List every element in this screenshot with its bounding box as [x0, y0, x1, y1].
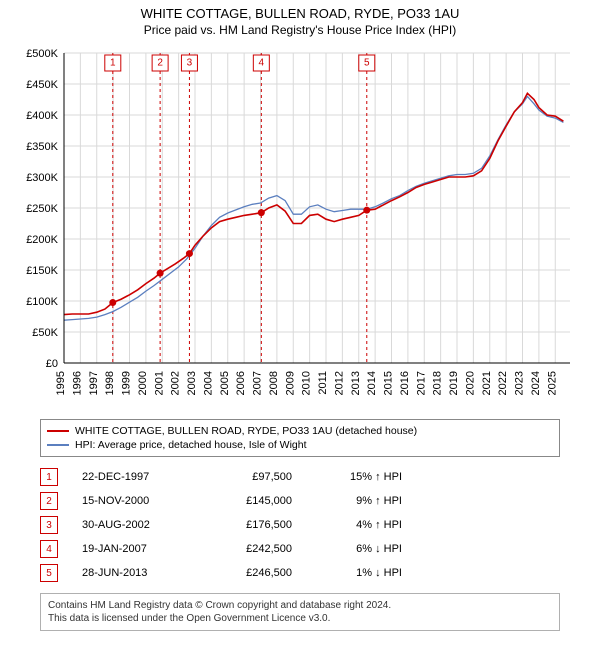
svg-text:£100K: £100K	[26, 296, 58, 308]
svg-text:£400K: £400K	[26, 110, 58, 122]
svg-text:£150K: £150K	[26, 265, 58, 277]
transaction-diff: 9% ↑ HPI	[292, 495, 402, 507]
transaction-row: 4 19-JAN-2007£242,5006% ↓ HPI	[40, 537, 560, 561]
footer-box: Contains HM Land Registry data © Crown c…	[40, 593, 560, 631]
transaction-price: £97,500	[202, 471, 292, 483]
transaction-number-badge: 1	[40, 468, 58, 486]
svg-text:2013: 2013	[350, 371, 362, 395]
svg-text:2021: 2021	[481, 371, 493, 395]
legend-label: WHITE COTTAGE, BULLEN ROAD, RYDE, PO33 1…	[75, 424, 417, 438]
transactions-table: 1 22-DEC-1997£97,50015% ↑ HPI 2 15-NOV-2000…	[40, 465, 560, 585]
svg-text:5: 5	[364, 58, 370, 69]
svg-text:1997: 1997	[88, 371, 100, 395]
svg-text:2018: 2018	[432, 371, 444, 395]
svg-text:£0: £0	[46, 358, 58, 370]
svg-text:2024: 2024	[530, 371, 542, 395]
svg-text:1999: 1999	[121, 371, 133, 395]
transaction-number-badge: 2	[40, 492, 58, 510]
transaction-row: 1 22-DEC-1997£97,50015% ↑ HPI	[40, 465, 560, 489]
svg-text:2023: 2023	[514, 371, 526, 395]
svg-text:2010: 2010	[301, 371, 313, 395]
chart-svg: £0 £50K £100K £150K £200K £250K £300K £350K £400…	[20, 43, 580, 413]
transaction-number-badge: 5	[40, 564, 58, 582]
footer-line2: This data is licensed under the Open Gov…	[48, 612, 552, 625]
svg-text:2000: 2000	[137, 371, 149, 395]
transaction-number-badge: 3	[40, 516, 58, 534]
svg-text:2008: 2008	[268, 371, 280, 395]
svg-text:2019: 2019	[448, 371, 460, 395]
svg-text:3: 3	[187, 58, 193, 69]
legend-item: HPI: Average price, detached house, Isle…	[47, 438, 553, 452]
chart: £0 £50K £100K £150K £200K £250K £300K £350K £400…	[20, 43, 580, 413]
svg-text:£300K: £300K	[26, 172, 58, 184]
transaction-diff: 4% ↑ HPI	[292, 519, 402, 531]
svg-text:2012: 2012	[333, 371, 345, 395]
legend-label: HPI: Average price, detached house, Isle…	[75, 438, 307, 452]
svg-text:2022: 2022	[497, 371, 509, 395]
transaction-row: 5 28-JUN-2013£246,5001% ↓ HPI	[40, 561, 560, 585]
transaction-date: 19-JAN-2007	[82, 543, 202, 555]
svg-text:1: 1	[110, 58, 116, 69]
transaction-price: £145,000	[202, 495, 292, 507]
svg-text:£450K: £450K	[26, 79, 58, 91]
svg-text:2014: 2014	[366, 371, 378, 395]
page: WHITE COTTAGE, BULLEN ROAD, RYDE, PO33 1…	[0, 0, 600, 650]
transaction-date: 22-DEC-1997	[82, 471, 202, 483]
svg-text:2009: 2009	[284, 371, 296, 395]
svg-text:1998: 1998	[104, 371, 116, 395]
legend: WHITE COTTAGE, BULLEN ROAD, RYDE, PO33 1…	[40, 419, 560, 457]
svg-text:£200K: £200K	[26, 234, 58, 246]
transaction-diff: 1% ↓ HPI	[292, 567, 402, 579]
svg-text:2003: 2003	[186, 371, 198, 395]
transaction-diff: 15% ↑ HPI	[292, 471, 402, 483]
svg-text:2015: 2015	[383, 371, 395, 395]
svg-text:2004: 2004	[202, 371, 214, 395]
chart-title: WHITE COTTAGE, BULLEN ROAD, RYDE, PO33 1…	[0, 0, 600, 21]
svg-text:2006: 2006	[235, 371, 247, 395]
transaction-row: 2 15-NOV-2000£145,0009% ↑ HPI	[40, 489, 560, 513]
footer-line1: Contains HM Land Registry data © Crown c…	[48, 599, 552, 612]
transaction-row: 3 30-AUG-2002£176,5004% ↑ HPI	[40, 513, 560, 537]
legend-swatch	[47, 430, 69, 432]
transaction-diff: 6% ↓ HPI	[292, 543, 402, 555]
svg-text:£350K: £350K	[26, 141, 58, 153]
transaction-price: £246,500	[202, 567, 292, 579]
svg-text:4: 4	[259, 58, 265, 69]
transaction-date: 28-JUN-2013	[82, 567, 202, 579]
legend-swatch	[47, 444, 69, 446]
svg-text:£250K: £250K	[26, 203, 58, 215]
transaction-date: 15-NOV-2000	[82, 495, 202, 507]
svg-text:2002: 2002	[170, 371, 182, 395]
svg-text:2025: 2025	[546, 371, 558, 395]
svg-text:2001: 2001	[153, 371, 165, 395]
legend-item: WHITE COTTAGE, BULLEN ROAD, RYDE, PO33 1…	[47, 424, 553, 438]
svg-text:2: 2	[157, 58, 163, 69]
transaction-number-badge: 4	[40, 540, 58, 558]
svg-text:2007: 2007	[252, 371, 264, 395]
transaction-price: £242,500	[202, 543, 292, 555]
svg-text:1996: 1996	[71, 371, 83, 395]
svg-text:£500K: £500K	[26, 48, 58, 60]
transaction-price: £176,500	[202, 519, 292, 531]
svg-text:2016: 2016	[399, 371, 411, 395]
svg-text:2020: 2020	[464, 371, 476, 395]
svg-text:2017: 2017	[415, 371, 427, 395]
svg-text:1995: 1995	[55, 371, 67, 395]
svg-text:£50K: £50K	[32, 327, 58, 339]
svg-text:2011: 2011	[317, 371, 329, 395]
transaction-date: 30-AUG-2002	[82, 519, 202, 531]
svg-text:2005: 2005	[219, 371, 231, 395]
chart-subtitle: Price paid vs. HM Land Registry's House …	[0, 21, 600, 43]
